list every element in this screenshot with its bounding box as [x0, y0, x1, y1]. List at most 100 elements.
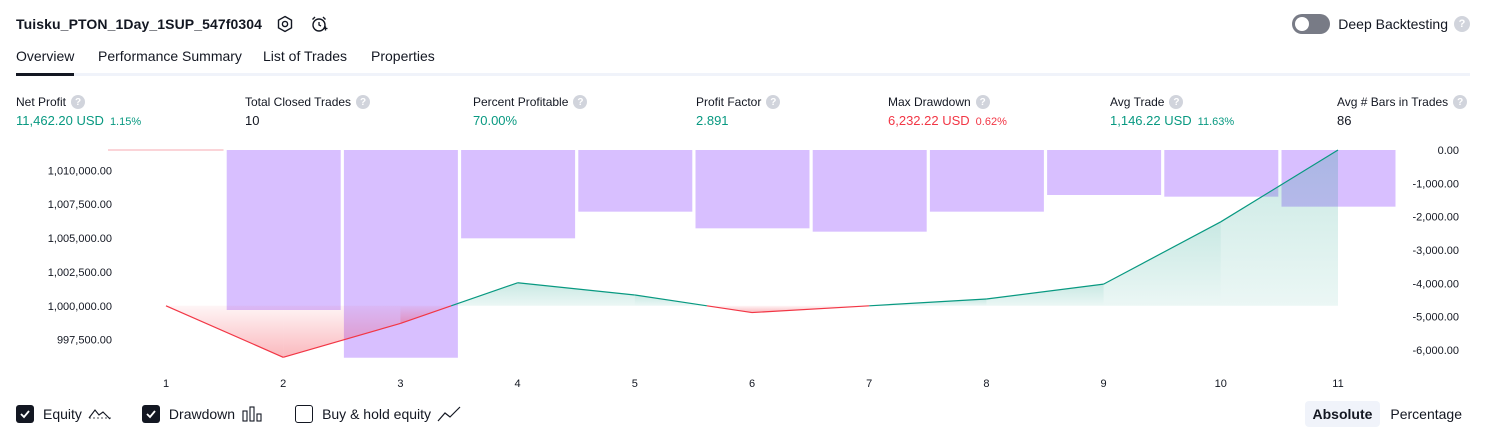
tab-overview[interactable]: Overview [16, 48, 75, 76]
equity-line-segment [1220, 149, 1339, 223]
metric-percent: 0.62% [975, 116, 1007, 128]
equity-line-segment [706, 305, 753, 314]
metric-value: 70.00% [473, 113, 518, 128]
metric-value: 1,146.22 USD [1110, 113, 1192, 128]
right-axis-tick-label: -2,000.00 [1413, 212, 1459, 224]
equity-drawdown-chart[interactable]: 1,010,000.00 1,007,500.00 1,005,000.00 1,00… [0, 140, 1486, 398]
equity-line-segment [634, 294, 708, 307]
equity-line-segment [517, 282, 635, 296]
equity-line-icon [88, 409, 111, 420]
legend-label: Drawdown [168, 406, 236, 422]
tab-bar: Overview Performance Summary List of Tra… [16, 46, 1470, 76]
right-axis-tick-label: -1,000.00 [1413, 178, 1459, 190]
settings-icon[interactable] [274, 13, 296, 35]
metric-profit-factor: Profit Factor? 2.891 [696, 94, 781, 128]
legend-label: Equity [43, 406, 82, 422]
deep-backtesting-label: Deep Backtesting [1338, 16, 1448, 32]
x-axis-tick-label: 5 [632, 378, 638, 390]
help-icon[interactable]: ? [766, 95, 781, 109]
drawdown-bar [1164, 150, 1279, 197]
metric-label: Max Drawdown [888, 95, 971, 109]
help-icon[interactable]: ? [1169, 95, 1184, 109]
left-axis-tick-label: 1,007,500.00 [48, 199, 112, 211]
legend-label: Buy & hold equity [322, 406, 432, 422]
drawdown-bar [695, 150, 810, 229]
x-axis-tick-label: 6 [749, 378, 755, 390]
legend-drawdown[interactable]: Drawdown [141, 405, 265, 423]
help-icon[interactable]: ? [1454, 16, 1470, 32]
right-axis-tick-label: -3,000.00 [1413, 245, 1459, 257]
metric-avg-bars-in-trades: Avg # Bars in Trades? 86 [1337, 94, 1468, 128]
x-axis-tick-label: 7 [866, 378, 872, 390]
right-axis-tick-label: 0.00 [1438, 145, 1459, 157]
metric-label: Total Closed Trades [245, 95, 352, 109]
metric-value: 6,232.22 USD [888, 113, 970, 128]
metric-label: Percent Profitable [473, 95, 569, 109]
equity-area-up [1103, 221, 1221, 306]
toggle-knob [1295, 17, 1310, 31]
equity-line-segment [400, 305, 452, 324]
value-mode-switch: Absolute Percentage [1303, 401, 1471, 427]
equity-line-segment [869, 298, 987, 307]
buy-hold-checkbox[interactable] [295, 405, 314, 423]
equity-area-down [166, 305, 284, 358]
metric-label: Net Profit [16, 95, 67, 109]
drawdown-checkbox[interactable] [141, 405, 160, 423]
x-axis-tick-label: 1 [163, 378, 169, 390]
x-axis-tick-label: 3 [397, 378, 403, 390]
tab-properties[interactable]: Properties [371, 48, 435, 64]
help-icon[interactable]: ? [356, 95, 371, 109]
metric-value: 2.891 [696, 113, 729, 128]
left-axis-tick-label: 1,010,000.00 [48, 165, 112, 177]
drawdown-bar [461, 150, 576, 239]
mode-absolute-button[interactable]: Absolute [1304, 401, 1381, 427]
strategy-title: Tuisku_PTON_1Day_1SUP_547f0304 [16, 16, 263, 32]
trend-line-icon [437, 406, 461, 422]
right-axis-tick-label: -4,000.00 [1413, 278, 1459, 290]
x-axis-tick-label: 10 [1215, 378, 1227, 390]
equity-checkbox[interactable] [16, 405, 34, 423]
deep-backtesting-toggle[interactable] [1292, 14, 1331, 34]
chart-legend: Equity Drawdown Buy & hold equity [16, 403, 491, 425]
strategy-header: Tuisku_PTON_1Day_1SUP_547f0304 [16, 12, 330, 36]
left-axis-tick-label: 997,500.00 [57, 335, 112, 347]
alarm-add-icon[interactable] [308, 13, 330, 35]
tab-list-of-trades[interactable]: List of Trades [263, 48, 348, 64]
left-axis-tick-label: 1,002,500.00 [48, 267, 112, 279]
legend-equity[interactable]: Equity [16, 405, 112, 423]
drawdown-bars-icon [242, 406, 262, 422]
right-axis-tick-label: -5,000.00 [1413, 312, 1459, 324]
equity-line-segment [1103, 221, 1222, 285]
mode-percentage-button[interactable]: Percentage [1390, 406, 1462, 422]
legend-buy-hold-equity[interactable]: Buy & hold equity [295, 405, 461, 423]
metric-max-drawdown: Max Drawdown? 6,232.22 USD 0.62% [888, 94, 1007, 128]
deep-backtesting: Deep Backtesting ? [1292, 12, 1470, 36]
metric-value: 10 [245, 113, 260, 128]
metric-value: 86 [1337, 113, 1352, 128]
tab-performance-summary[interactable]: Performance Summary [98, 48, 242, 64]
equity-line-segment [986, 283, 1104, 300]
equity-line-segment [165, 305, 284, 358]
metric-percent: 1.15% [109, 116, 142, 128]
x-axis-tick-label: 4 [515, 378, 521, 390]
drawdown-bar [929, 150, 1044, 212]
help-icon[interactable]: ? [71, 95, 86, 109]
metric-avg-trade: Avg Trade? 1,146.22 USD 11.63% [1110, 94, 1234, 128]
metric-percent-profitable: Percent Profitable? 70.00% [473, 94, 588, 128]
help-icon[interactable]: ? [1453, 95, 1468, 109]
help-icon[interactable]: ? [573, 95, 588, 109]
drawdown-bar [578, 150, 693, 212]
equity-line-segment [450, 282, 518, 307]
metric-value: 11,462.20 USD [16, 113, 104, 128]
right-axis-tick-label: -6,000.00 [1413, 345, 1459, 357]
x-axis-tick-label: 8 [983, 378, 989, 390]
drawdown-bar [226, 150, 341, 310]
x-axis-tick-label: 11 [1332, 378, 1343, 390]
metric-label: Avg Trade [1110, 95, 1165, 109]
help-icon[interactable]: ? [975, 95, 990, 109]
x-axis-tick-label: 2 [280, 378, 286, 390]
metric-percent: 11.63% [1197, 116, 1235, 128]
metric-net-profit: Net Profit? 11,462.20 USD 1.15% [16, 94, 141, 128]
equity-area-down [283, 305, 401, 358]
equity-area-up [517, 282, 635, 306]
